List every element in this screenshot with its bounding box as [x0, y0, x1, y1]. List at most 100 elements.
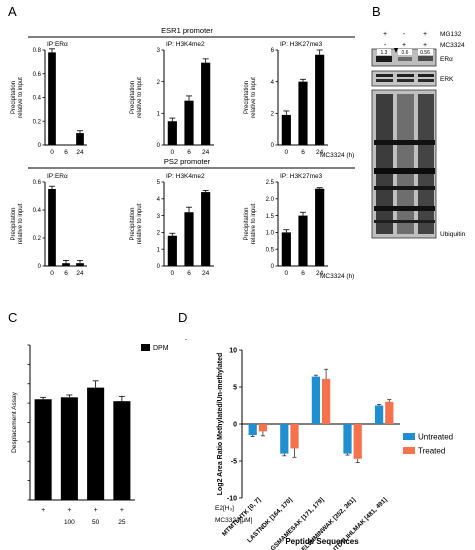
bar-untreated — [280, 424, 289, 454]
mg132-sign-2: - — [403, 31, 406, 38]
bar — [48, 52, 56, 145]
mg132-sign-3: + — [423, 31, 427, 38]
bar — [315, 188, 325, 266]
legend-swatch-untreated — [403, 433, 415, 440]
y-axis-label: Desplacement Assay — [11, 391, 18, 452]
bar-untreated — [248, 424, 257, 436]
y-tick-label: 1.5 — [266, 214, 275, 220]
panel-c-mc-label: MC3324[μM] — [215, 517, 253, 524]
chart-ps2-ipera: IP:ERα 0 0.2 0.4 0.6 Precipitationrelative to… — [11, 173, 87, 277]
y-tick-label: 3 — [157, 214, 161, 220]
ubiquitin-band-a — [374, 140, 435, 145]
ubiquitin-lane-2 — [397, 94, 414, 234]
ubiquitin-lane-1 — [376, 94, 393, 234]
y-tick-label: -10 — [227, 496, 237, 503]
e2-sign: + — [67, 507, 71, 514]
mg132-sign-1: + — [383, 31, 387, 38]
era-quant-1: 1.3 — [381, 50, 388, 56]
x-tick-label: 0 — [50, 270, 54, 277]
era-quant-3: 0.56 — [420, 50, 430, 56]
y-tick-label: 5 — [233, 385, 237, 392]
erk-band-lower-1 — [376, 79, 393, 82]
panel-a-row2-xlabel: MC3324 (h) — [320, 273, 354, 280]
bar — [315, 54, 325, 145]
y-tick-label: 0.8 — [33, 48, 42, 54]
y-tick-label: 0 — [157, 264, 161, 270]
panel-label-d: D — [178, 310, 187, 325]
ubiquitin-blot-label: Ubiquitin — [440, 231, 466, 238]
era-quant-2: 0.6 — [402, 50, 409, 56]
ps2-promoter-header: PS2 promoter — [164, 157, 211, 166]
y-axis-label: Precipitationrelative to input — [244, 77, 257, 118]
legend-swatch-treated — [403, 447, 415, 454]
y-tick-label: 0.2 — [33, 236, 42, 242]
x-tick-label: 24 — [316, 270, 324, 277]
bar-treated — [322, 378, 331, 424]
bar — [167, 235, 177, 266]
y-axis-label: Precipitationrelative to input — [130, 77, 143, 118]
y-tick-label: 0.5 — [266, 247, 275, 253]
chart-title: IP: H3K4me2 — [166, 173, 205, 180]
bar — [298, 81, 308, 145]
panel-a-row1-xlabel: MC3324 (h) — [320, 152, 354, 159]
era-blot-label: ERα — [440, 56, 453, 63]
y-tick-label: 2 — [271, 112, 275, 118]
bar — [201, 62, 211, 145]
y-axis-label: Precipitationrelative to input — [244, 203, 257, 244]
x-tick-label: 6 — [187, 149, 191, 156]
x-tick-label: 6 — [187, 270, 191, 277]
y-tick-label: 4 — [271, 80, 275, 86]
y-tick-label: 1.0 — [266, 231, 275, 237]
y-tick-label: 3 — [157, 48, 161, 54]
bar — [113, 401, 131, 500]
bar-untreated — [374, 405, 384, 424]
bar — [87, 387, 105, 500]
y-tick-label: 2 — [157, 231, 161, 237]
x-tick-label: 6 — [64, 149, 68, 156]
y-tick-label: 0.6 — [33, 180, 42, 186]
y-tick-label: 4 — [157, 197, 161, 203]
esr1-promoter-header: ESR1 promoter — [161, 26, 213, 35]
era-band-3 — [418, 56, 433, 61]
panel-label-b: B — [372, 4, 381, 19]
chart-esr1-h3k4me2: IP: H3K4me2 0 1 2 3 Precipitationrelative to … — [130, 41, 214, 156]
bar-treated — [353, 424, 362, 459]
bar — [48, 189, 56, 266]
chart-esr1-ipera: IP:ERα 0 0.2 0.4 0.6 0.8 Precipitationrelative… — [11, 41, 87, 156]
e2-sign: + — [41, 507, 45, 514]
arrowhead-icon — [394, 48, 398, 53]
bar — [34, 399, 52, 500]
bar — [298, 215, 308, 266]
ubiquitin-lane-3 — [418, 94, 434, 234]
chart-title: IP:ERα — [47, 41, 68, 48]
bar — [184, 212, 194, 266]
chart-title: IP: H3K27me3 — [280, 41, 323, 48]
y-tick-label: 0 — [157, 143, 161, 149]
era-band-1 — [376, 56, 392, 62]
x-tick-label: 24 — [202, 270, 210, 277]
mc3324-sign-1: - — [384, 42, 387, 49]
panel-label-a: A — [8, 4, 17, 19]
bar-treated — [385, 401, 394, 424]
x-tick-label: 0 — [171, 149, 175, 156]
y-tick-label: 0 — [38, 143, 42, 149]
erk-band-upper-2 — [397, 74, 414, 77]
y-tick-label: 0 — [271, 264, 275, 270]
bar-untreated — [343, 424, 352, 454]
e2-sign: + — [120, 507, 124, 514]
mc3324-value: 100 — [64, 519, 75, 526]
bar-treated — [258, 424, 268, 432]
chart-peptide-methylation: -10 -5 0 5 10 Log2 Area Ratio Methylated/Un-m… — [217, 348, 453, 550]
legend-label: Treated — [418, 447, 445, 456]
mc3324-sign-3: + — [423, 42, 427, 49]
erk-band-lower-2 — [397, 79, 414, 82]
y-tick-label: 2.0 — [266, 197, 275, 203]
bar — [60, 397, 78, 500]
y-tick-label: 5 — [157, 180, 161, 186]
x-axis-label: Peptide Sequences — [285, 537, 359, 546]
chart-title: IP:ERα — [47, 173, 68, 180]
y-tick-label: 0 — [233, 422, 237, 429]
mc3324-value: 25 — [118, 519, 126, 526]
y-tick-label: 1 — [157, 247, 161, 253]
